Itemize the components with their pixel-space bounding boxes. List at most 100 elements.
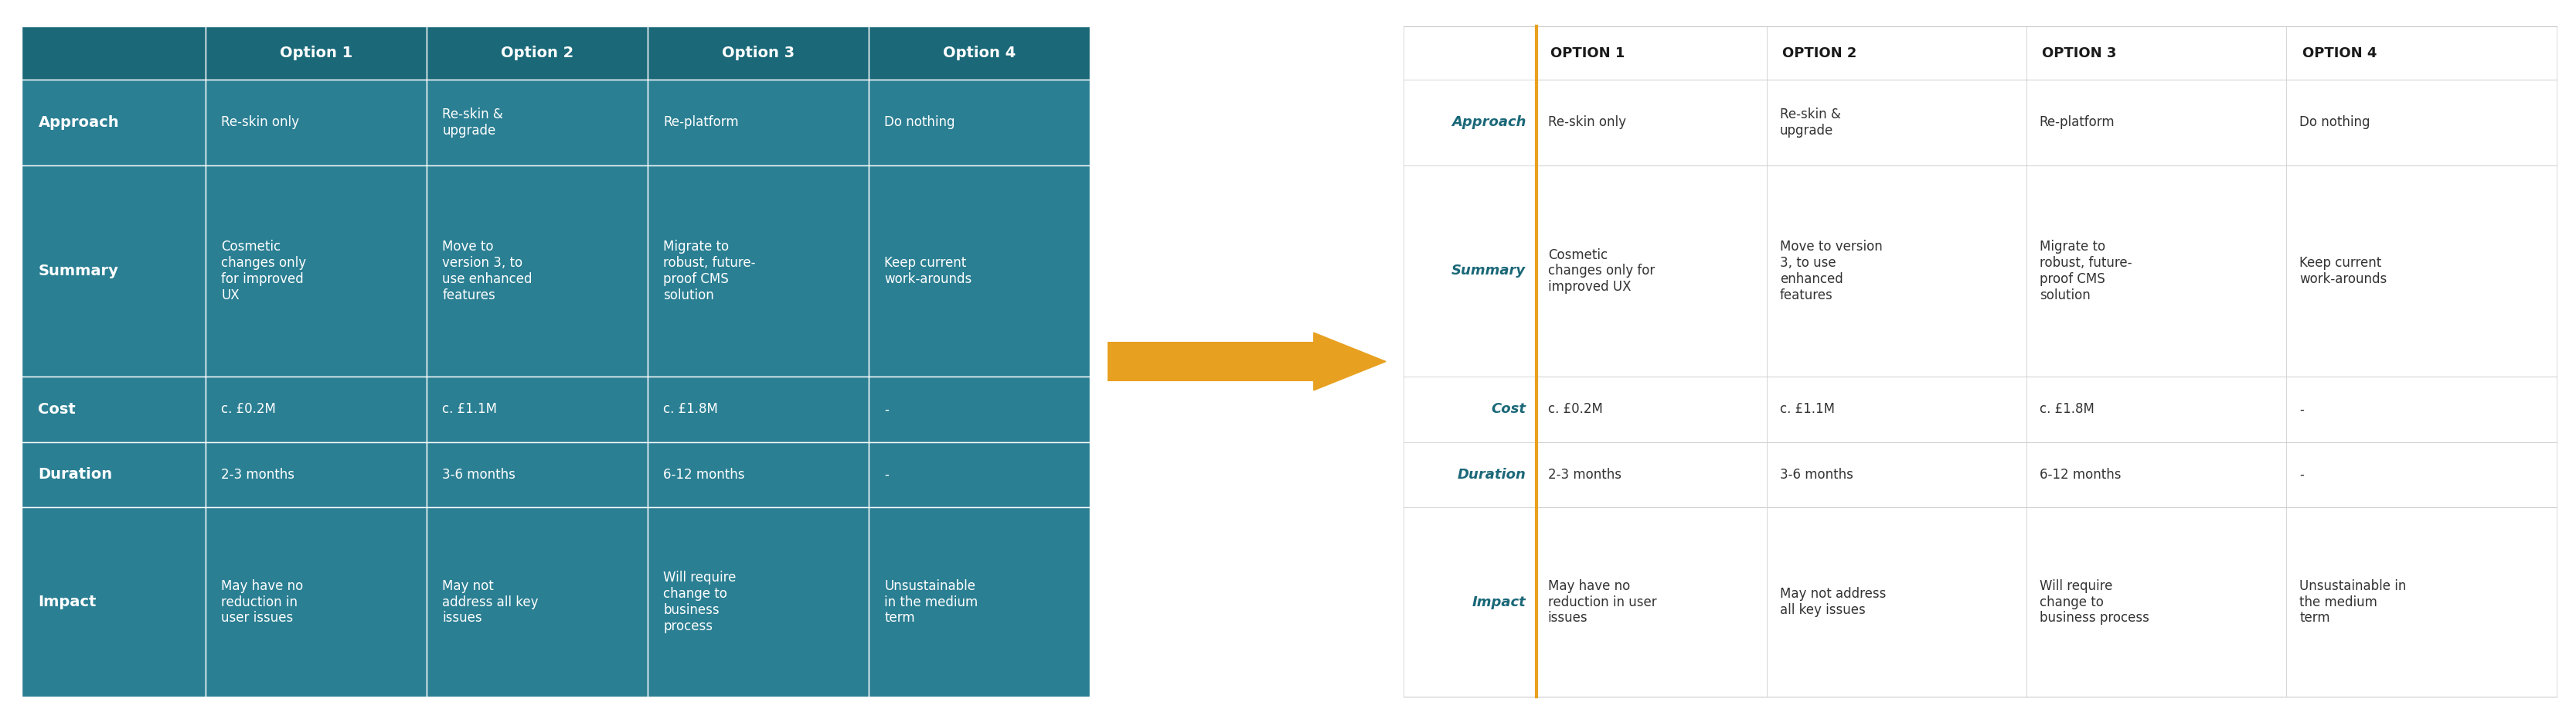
Text: -: - xyxy=(2300,403,2303,416)
Text: Unsustainable
in the medium
term: Unsustainable in the medium term xyxy=(884,579,979,625)
FancyBboxPatch shape xyxy=(868,508,1090,697)
FancyBboxPatch shape xyxy=(1535,80,1767,165)
FancyBboxPatch shape xyxy=(2027,80,2285,165)
Text: -: - xyxy=(2300,468,2303,482)
Text: 3-6 months: 3-6 months xyxy=(1780,468,1852,482)
Text: Re-platform: Re-platform xyxy=(662,116,739,129)
Text: Cost: Cost xyxy=(39,402,75,416)
FancyBboxPatch shape xyxy=(1767,165,2027,377)
FancyBboxPatch shape xyxy=(647,165,868,377)
FancyBboxPatch shape xyxy=(868,377,1090,442)
Text: Keep current
work-arounds: Keep current work-arounds xyxy=(2300,256,2388,286)
Text: Will require
change to
business process: Will require change to business process xyxy=(2040,579,2148,625)
FancyBboxPatch shape xyxy=(868,442,1090,508)
Text: Summary: Summary xyxy=(39,264,118,278)
Text: c. £0.2M: c. £0.2M xyxy=(1548,403,1602,416)
FancyBboxPatch shape xyxy=(21,377,206,442)
FancyBboxPatch shape xyxy=(206,508,428,697)
FancyBboxPatch shape xyxy=(2027,165,2285,377)
Text: Unsustainable in
the medium
term: Unsustainable in the medium term xyxy=(2300,579,2406,625)
Text: OPTION 4: OPTION 4 xyxy=(2303,46,2378,60)
Text: Option 2: Option 2 xyxy=(500,46,574,61)
Text: Re-skin &
upgrade: Re-skin & upgrade xyxy=(443,108,502,137)
FancyBboxPatch shape xyxy=(2027,442,2285,508)
Text: Option 4: Option 4 xyxy=(943,46,1015,61)
FancyBboxPatch shape xyxy=(2285,26,2558,80)
FancyBboxPatch shape xyxy=(206,26,428,80)
Text: May have no
reduction in user
issues: May have no reduction in user issues xyxy=(1548,579,1656,625)
FancyBboxPatch shape xyxy=(21,165,206,377)
FancyBboxPatch shape xyxy=(1108,342,1314,381)
FancyBboxPatch shape xyxy=(1404,442,1535,508)
FancyBboxPatch shape xyxy=(206,442,428,508)
Text: 3-6 months: 3-6 months xyxy=(443,468,515,482)
Text: -: - xyxy=(884,468,889,482)
FancyBboxPatch shape xyxy=(1535,26,1767,80)
FancyBboxPatch shape xyxy=(647,442,868,508)
Text: May not address
all key issues: May not address all key issues xyxy=(1780,587,1886,617)
Text: Impact: Impact xyxy=(1471,595,1525,609)
Text: Approach: Approach xyxy=(39,115,118,130)
Text: May have no
reduction in
user issues: May have no reduction in user issues xyxy=(222,579,304,625)
Text: Impact: Impact xyxy=(39,595,95,609)
Text: Summary: Summary xyxy=(1450,264,1525,278)
Text: Option 1: Option 1 xyxy=(281,46,353,61)
FancyBboxPatch shape xyxy=(21,80,206,165)
Polygon shape xyxy=(1314,333,1386,390)
FancyBboxPatch shape xyxy=(21,26,206,80)
Text: 2-3 months: 2-3 months xyxy=(1548,468,1620,482)
Text: Re-platform: Re-platform xyxy=(2040,116,2115,129)
FancyBboxPatch shape xyxy=(1767,377,2027,442)
FancyBboxPatch shape xyxy=(2285,508,2558,697)
Text: 6-12 months: 6-12 months xyxy=(2040,468,2120,482)
FancyBboxPatch shape xyxy=(21,508,206,697)
FancyBboxPatch shape xyxy=(21,442,206,508)
FancyBboxPatch shape xyxy=(647,377,868,442)
FancyBboxPatch shape xyxy=(428,80,647,165)
Text: c. £0.2M: c. £0.2M xyxy=(222,403,276,416)
Text: c. £1.8M: c. £1.8M xyxy=(662,403,719,416)
FancyBboxPatch shape xyxy=(2027,508,2285,697)
FancyBboxPatch shape xyxy=(2027,26,2285,80)
Text: c. £1.1M: c. £1.1M xyxy=(1780,403,1834,416)
FancyBboxPatch shape xyxy=(2285,165,2558,377)
FancyBboxPatch shape xyxy=(1404,377,1535,442)
Text: Duration: Duration xyxy=(1458,468,1525,482)
Text: Migrate to
robust, future-
proof CMS
solution: Migrate to robust, future- proof CMS sol… xyxy=(2040,240,2133,302)
Text: c. £1.1M: c. £1.1M xyxy=(443,403,497,416)
FancyBboxPatch shape xyxy=(2285,377,2558,442)
FancyBboxPatch shape xyxy=(206,165,428,377)
Text: OPTION 2: OPTION 2 xyxy=(1783,46,1857,60)
FancyBboxPatch shape xyxy=(1404,165,1535,377)
Text: Cosmetic
changes only for
improved UX: Cosmetic changes only for improved UX xyxy=(1548,248,1654,294)
Text: Duration: Duration xyxy=(39,467,113,482)
FancyBboxPatch shape xyxy=(1767,508,2027,697)
Text: Move to version
3, to use
enhanced
features: Move to version 3, to use enhanced featu… xyxy=(1780,240,1883,302)
FancyBboxPatch shape xyxy=(2285,80,2558,165)
FancyBboxPatch shape xyxy=(1404,80,1535,165)
Text: OPTION 1: OPTION 1 xyxy=(1551,46,1625,60)
FancyBboxPatch shape xyxy=(428,442,647,508)
FancyBboxPatch shape xyxy=(428,508,647,697)
FancyBboxPatch shape xyxy=(2285,442,2558,508)
Text: Cosmetic
changes only
for improved
UX: Cosmetic changes only for improved UX xyxy=(222,240,307,302)
FancyBboxPatch shape xyxy=(428,377,647,442)
Text: Re-skin only: Re-skin only xyxy=(222,116,299,129)
FancyBboxPatch shape xyxy=(428,165,647,377)
FancyBboxPatch shape xyxy=(868,80,1090,165)
Text: Re-skin only: Re-skin only xyxy=(1548,116,1625,129)
FancyBboxPatch shape xyxy=(1404,508,1535,697)
FancyBboxPatch shape xyxy=(2027,377,2285,442)
FancyBboxPatch shape xyxy=(1767,80,2027,165)
FancyBboxPatch shape xyxy=(1535,165,1767,377)
Text: 2-3 months: 2-3 months xyxy=(222,468,294,482)
Text: Option 3: Option 3 xyxy=(721,46,793,61)
Text: Cost: Cost xyxy=(1492,403,1525,416)
FancyBboxPatch shape xyxy=(206,377,428,442)
FancyBboxPatch shape xyxy=(428,26,647,80)
Text: Move to
version 3, to
use enhanced
features: Move to version 3, to use enhanced featu… xyxy=(443,240,533,302)
FancyBboxPatch shape xyxy=(1404,26,1535,80)
Text: 6-12 months: 6-12 months xyxy=(662,468,744,482)
FancyBboxPatch shape xyxy=(206,80,428,165)
Text: OPTION 3: OPTION 3 xyxy=(2043,46,2117,60)
